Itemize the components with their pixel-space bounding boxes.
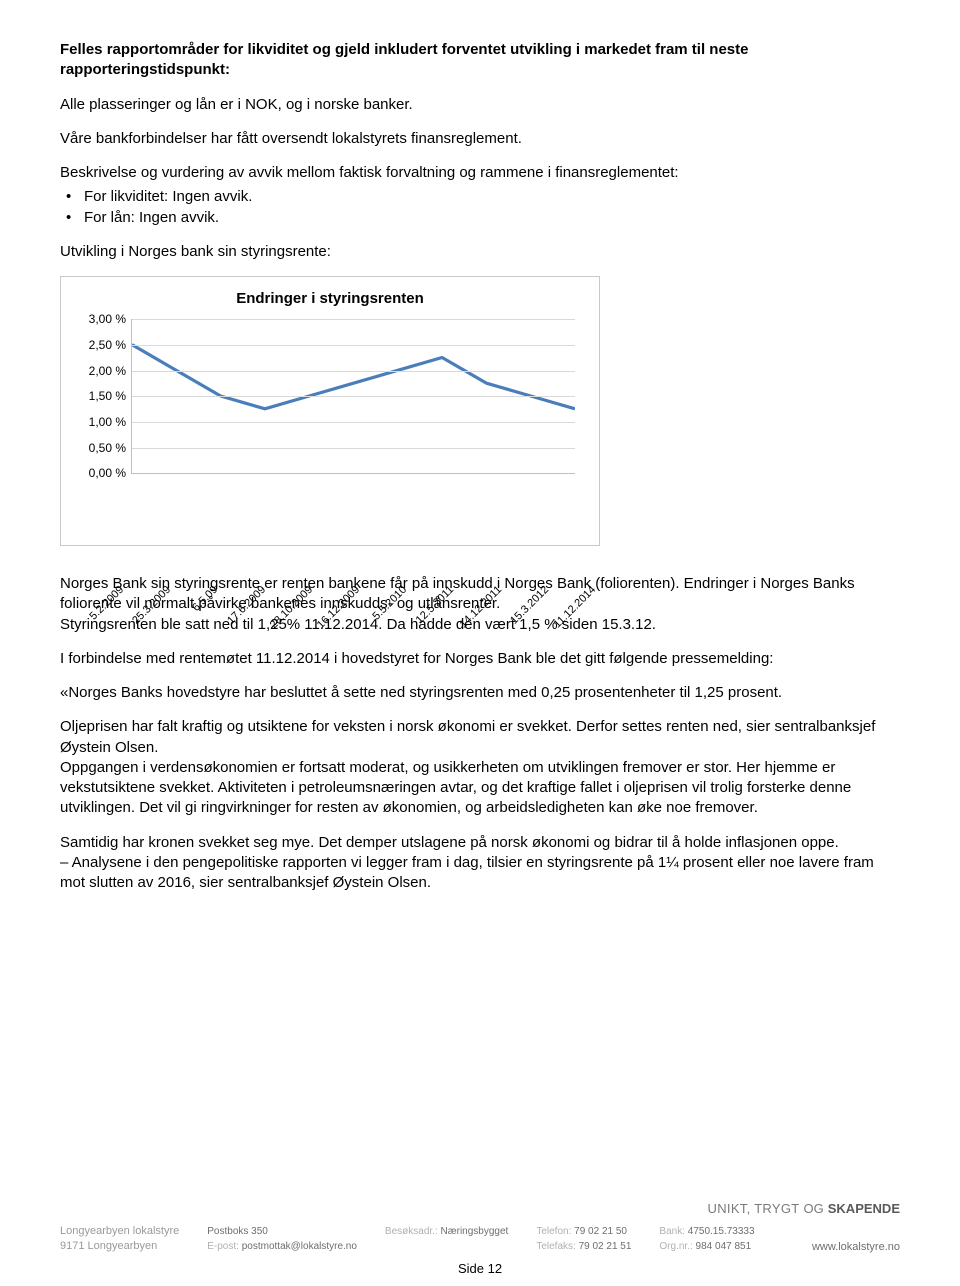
phone-value: 79 02 21 50 <box>574 1226 627 1237</box>
org-name: Longyearbyen lokalstyre <box>60 1224 179 1239</box>
visit-label: Besøksadr.: <box>385 1226 438 1237</box>
paragraph: Alle plasseringer og lån er i NOK, og i … <box>60 95 900 115</box>
chart-y-tick: 3,00 % <box>89 311 132 327</box>
postbox: Postboks 350 <box>207 1226 268 1237</box>
chart-y-tick: 2,50 % <box>89 337 132 353</box>
paragraph: Samtidig har kronen svekket seg mye. Det… <box>60 833 900 853</box>
bank-label: Bank: <box>659 1226 685 1237</box>
paragraph: Oppgangen i verdensøkonomien er fortsatt… <box>60 758 900 819</box>
bullet-list: For likviditet: Ingen avvik. For lån: In… <box>84 187 900 228</box>
chart-gridline <box>132 345 575 346</box>
chart-line <box>132 345 575 409</box>
chart-y-tick: 1,50 % <box>89 388 132 404</box>
page-footer: UNIKT, TRYGT OG SKAPENDE Longyearbyen lo… <box>0 1190 960 1286</box>
chart-gridline <box>132 319 575 320</box>
footer-org: Longyearbyen lokalstyre 9171 Longyearbye… <box>60 1224 179 1255</box>
section-heading: Felles rapportområder for likviditet og … <box>60 40 900 81</box>
chart-gridline <box>132 396 575 397</box>
fax-value: 79 02 21 51 <box>579 1241 632 1252</box>
paragraph: Oljeprisen har falt kraftig og utsiktene… <box>60 717 900 758</box>
footer-row: Longyearbyen lokalstyre 9171 Longyearbye… <box>60 1224 900 1255</box>
list-item: For lån: Ingen avvik. <box>84 208 900 228</box>
page-number: Side 12 <box>60 1260 900 1278</box>
chart-y-tick: 2,00 % <box>89 362 132 378</box>
epost-label: E-post: <box>207 1241 239 1252</box>
footer-col-bank: Bank: 4750.15.73333 Org.nr.: 984 047 851 <box>659 1224 754 1254</box>
orgnr-label: Org.nr.: <box>659 1241 692 1252</box>
paragraph: I forbindelse med rentemøtet 11.12.2014 … <box>60 649 900 669</box>
footer-url: www.lokalstyre.no <box>812 1240 900 1255</box>
paragraph: – Analysene i den pengepolitiske rapport… <box>60 853 900 894</box>
visit-value: Næringsbygget <box>441 1226 509 1237</box>
footer-col-phone: Telefon: 79 02 21 50 Telefaks: 79 02 21 … <box>536 1224 631 1254</box>
tagline-text: UNIKT, TRYGT <box>708 1200 800 1218</box>
chart-x-axis: 5.2.200925.3.20096.5.0917.6.200928.10.20… <box>117 545 589 615</box>
chart-y-tick: 1,00 % <box>89 414 132 430</box>
paragraph: «Norges Banks hovedstyre har besluttet å… <box>60 683 900 703</box>
chart-gridline <box>132 422 575 423</box>
tagline-text: SKAPENDE <box>828 1200 900 1218</box>
list-item: For likviditet: Ingen avvik. <box>84 187 900 207</box>
chart-plot-area: 0,00 %0,50 %1,00 %1,50 %2,00 %2,50 %3,00… <box>131 319 575 474</box>
footer-col-visit: Besøksadr.: Næringsbygget <box>385 1224 508 1239</box>
chart-x-tick: 6.5.09 <box>190 583 222 615</box>
bank-value: 4750.15.73333 <box>688 1226 755 1237</box>
chart-gridline <box>132 371 575 372</box>
footer-col-post: Postboks 350 E-post: postmottak@lokalsty… <box>207 1224 357 1254</box>
paragraph: Utvikling i Norges bank sin styringsrent… <box>60 242 900 262</box>
chart-title: Endringer i styringsrenten <box>75 289 585 309</box>
phone-label: Telefon: <box>536 1226 571 1237</box>
chart-y-tick: 0,00 % <box>89 465 132 481</box>
tagline-text: OG <box>804 1200 824 1218</box>
policy-rate-chart: Endringer i styringsrenten 0,00 %0,50 %1… <box>60 276 600 546</box>
paragraph: Våre bankforbindelser har fått oversendt… <box>60 129 900 149</box>
org-city: 9171 Longyearbyen <box>60 1239 179 1254</box>
chart-y-tick: 0,50 % <box>89 439 132 455</box>
epost-value: postmottak@lokalstyre.no <box>242 1241 357 1252</box>
footer-tagline: UNIKT, TRYGT OG SKAPENDE <box>60 1200 900 1218</box>
orgnr-value: 984 047 851 <box>696 1241 752 1252</box>
fax-label: Telefaks: <box>536 1241 575 1252</box>
paragraph: Beskrivelse og vurdering av avvik mellom… <box>60 163 900 183</box>
chart-gridline <box>132 448 575 449</box>
